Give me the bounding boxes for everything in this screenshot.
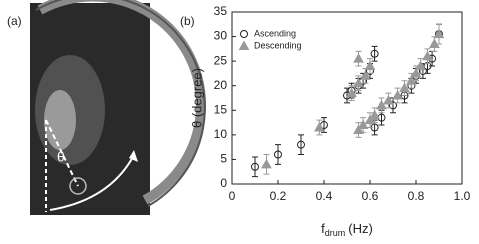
data-point: [314, 121, 325, 132]
legend-label: Ascending: [254, 28, 296, 38]
data-point: [376, 99, 387, 110]
data-point: [370, 49, 379, 58]
y-axis-label: θ (degree): [189, 68, 204, 128]
x-axis-label: fdrum (Hz): [321, 221, 373, 238]
data-point: [353, 77, 364, 88]
panel-label: (b): [180, 14, 195, 28]
legend-label: Descending: [254, 40, 302, 50]
panel-label: (a): [7, 14, 22, 28]
legend-marker: [238, 40, 250, 50]
data-point: [357, 119, 369, 130]
error-bar: [252, 156, 258, 178]
x-tick-label: 0.8: [408, 189, 425, 203]
data-point: [369, 109, 380, 120]
x-tick-label: 0.6: [362, 189, 379, 203]
x-label-sub: drum: [325, 228, 346, 238]
data-point: [433, 28, 445, 39]
x-tick-label: 0.2: [270, 189, 287, 203]
data-point: [297, 140, 305, 149]
x-label-main: f: [321, 221, 325, 236]
data-point: [346, 87, 357, 98]
legend-marker: [240, 30, 248, 38]
error-bar: [298, 134, 304, 156]
data-point: [364, 114, 376, 125]
y-tick-label: 30: [214, 29, 228, 43]
data-point: [415, 60, 426, 71]
y-tick-label: 25: [214, 53, 228, 67]
data-point: [261, 158, 272, 169]
data-point: [360, 70, 371, 80]
plot-frame: [231, 11, 463, 185]
error-bar: [371, 45, 378, 62]
data-point: [392, 90, 403, 100]
x-tick-label: 0.4: [316, 189, 333, 203]
x-tick-label: 0: [229, 189, 236, 203]
theta-symbol: θ: [57, 149, 65, 165]
y-tick-label: 10: [214, 127, 228, 141]
data-point: [353, 124, 364, 134]
y-tick-label: 0: [220, 176, 227, 190]
data-point: [274, 150, 282, 159]
x-tick-label: 1.0: [454, 189, 471, 203]
data-point: [389, 101, 397, 110]
x-label-unit: (Hz): [348, 221, 373, 236]
data-point: [399, 82, 410, 93]
y-tick-label: 20: [214, 78, 228, 92]
data-point: [383, 94, 394, 105]
data-point: [422, 50, 433, 61]
y-tick-label: 35: [214, 4, 228, 18]
data-point: [251, 162, 259, 171]
data-point: [364, 60, 376, 71]
y-tick-label: 15: [214, 102, 228, 116]
data-point: [353, 53, 364, 63]
error-bar: [321, 117, 327, 133]
error-bar: [275, 144, 281, 165]
y-tick-label: 5: [220, 152, 227, 166]
photo: θ: [30, 0, 206, 215]
